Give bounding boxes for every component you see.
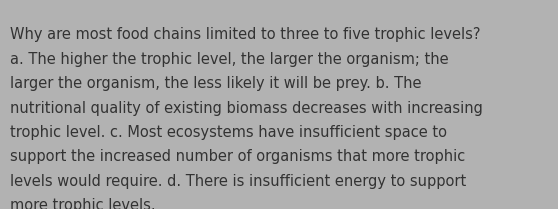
Text: trophic level. c. Most ecosystems have insufficient space to: trophic level. c. Most ecosystems have i…	[10, 125, 447, 140]
Text: nutritional quality of existing biomass decreases with increasing: nutritional quality of existing biomass …	[10, 101, 483, 116]
Text: more trophic levels.: more trophic levels.	[10, 198, 156, 209]
Text: a. The higher the trophic level, the larger the organism; the: a. The higher the trophic level, the lar…	[10, 52, 449, 67]
Text: larger the organism, the less likely it will be prey. b. The: larger the organism, the less likely it …	[10, 76, 421, 91]
Text: Why are most food chains limited to three to five trophic levels?: Why are most food chains limited to thre…	[10, 27, 480, 42]
Text: levels would require. d. There is insufficient energy to support: levels would require. d. There is insuff…	[10, 174, 466, 189]
Text: support the increased number of organisms that more trophic: support the increased number of organism…	[10, 149, 465, 164]
